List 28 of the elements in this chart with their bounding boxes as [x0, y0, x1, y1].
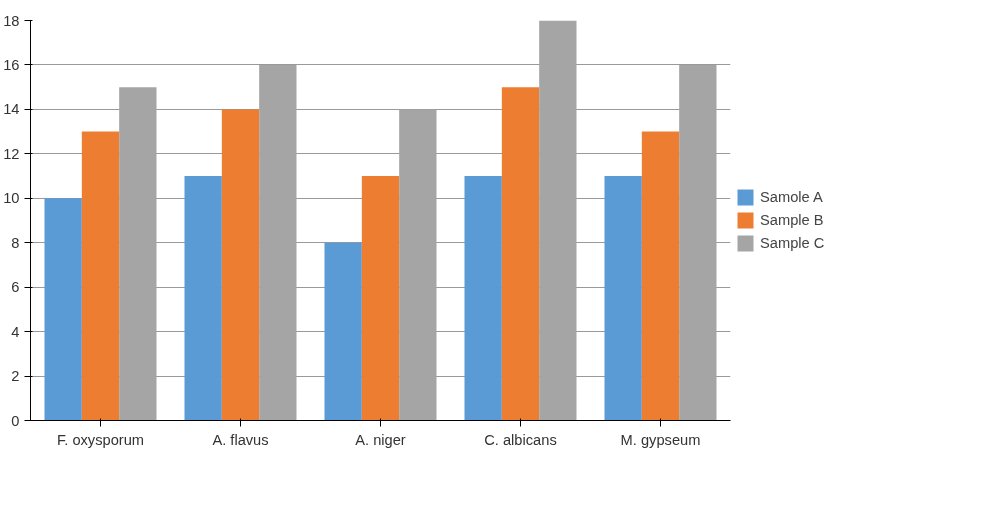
y-tick-label: 4: [11, 323, 20, 340]
y-tick-label: 14: [3, 101, 20, 118]
bar: [641, 131, 680, 421]
y-tick-label: 12: [3, 145, 20, 162]
bar: [324, 242, 362, 421]
y-tick-label: 6: [11, 279, 20, 296]
y-tick-label: 10: [3, 190, 20, 207]
y-tick-label: 16: [3, 56, 20, 73]
bar: [184, 176, 222, 421]
y-tick-label: 18: [3, 12, 20, 29]
bar: [81, 131, 120, 421]
bar: [501, 87, 540, 421]
y-tick-label: 0: [11, 412, 20, 429]
x-tick-label: C. albicans: [484, 431, 557, 448]
y-tick-label: 2: [11, 368, 20, 385]
y-tick-label: 8: [11, 234, 20, 251]
x-tick-label: A. flavus: [212, 431, 269, 448]
x-tick-label: F. oxysporum: [56, 431, 145, 448]
bar: [604, 176, 642, 421]
legend-label: Sample B: [760, 212, 824, 228]
bar: [361, 176, 400, 421]
legend-label: Sample C: [760, 235, 825, 251]
legend-label: Samole A: [760, 189, 823, 205]
x-tick-label: M. gypseum: [620, 431, 701, 448]
bar: [221, 109, 260, 421]
x-tick-label: A. niger: [355, 431, 406, 448]
bar: [44, 198, 82, 421]
bar: [464, 176, 502, 421]
